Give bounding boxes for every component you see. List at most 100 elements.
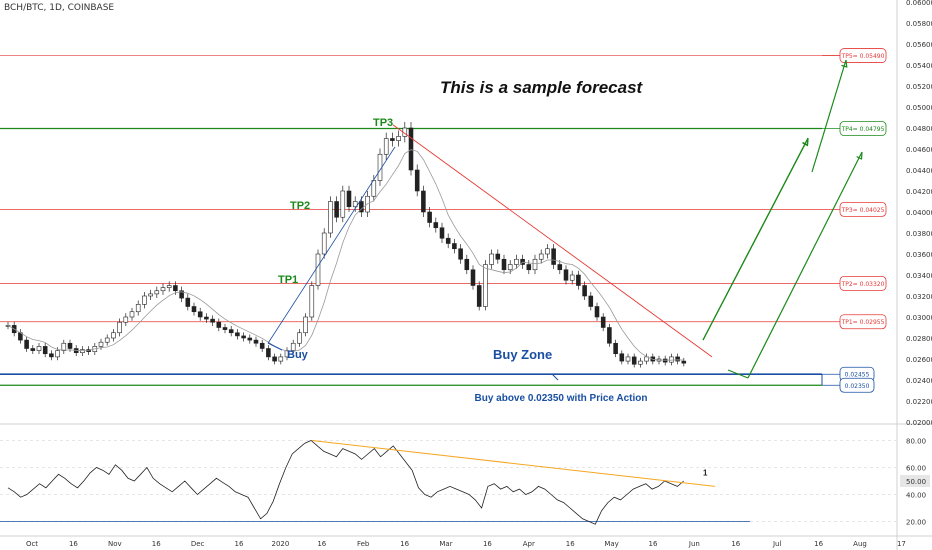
- candle: [49, 353, 54, 358]
- time-tick-label: Oct: [26, 540, 38, 548]
- candle: [551, 248, 556, 265]
- candle: [452, 243, 457, 250]
- candle: [235, 332, 240, 337]
- candle: [197, 311, 203, 318]
- candle: [173, 285, 178, 292]
- time-tick-label: Feb: [357, 540, 370, 548]
- candle: [272, 356, 277, 362]
- candle: [359, 201, 364, 213]
- rsi-line: [7, 440, 684, 525]
- candle: [613, 342, 618, 355]
- tp2-marker: TP2: [290, 200, 310, 212]
- level-label-box: [839, 275, 887, 291]
- candle: [179, 290, 184, 299]
- candle: [421, 190, 426, 213]
- tp3-marker: TP3: [373, 117, 393, 129]
- forecast-arrow-tp4b-head: [856, 151, 863, 160]
- candle: [154, 290, 160, 295]
- candle: [42, 346, 48, 355]
- candle: [607, 327, 612, 344]
- candle: [427, 211, 432, 223]
- candle: [576, 274, 581, 286]
- candle: [594, 306, 600, 318]
- candle: [142, 295, 147, 305]
- candle: [80, 349, 85, 353]
- rsi-tick-label: 60.00: [906, 465, 926, 473]
- candle: [166, 285, 172, 288]
- candle: [278, 356, 284, 362]
- candle: [495, 253, 501, 260]
- candle: [625, 356, 631, 362]
- candle: [675, 356, 680, 362]
- candle: [129, 311, 135, 318]
- time-tick-label: 16: [566, 540, 575, 548]
- candle: [483, 264, 488, 307]
- candle: [638, 360, 643, 365]
- candle: [204, 316, 209, 320]
- time-tick-label: 2020: [271, 540, 289, 548]
- time-tick-label: May: [604, 540, 618, 548]
- time-tick-label: 16: [69, 540, 78, 548]
- candle: [445, 237, 451, 244]
- rsi-tick-label: 20.00: [906, 519, 926, 527]
- candle: [433, 222, 439, 229]
- level-label: TP2= 0.03320: [841, 281, 885, 288]
- candle: [538, 253, 544, 260]
- candle: [55, 350, 60, 358]
- candle: [532, 258, 538, 271]
- candle: [619, 353, 625, 362]
- candle: [117, 321, 122, 334]
- candle: [135, 304, 141, 313]
- candle: [309, 285, 315, 318]
- candle: [352, 201, 358, 208]
- time-tick-label: Nov: [108, 540, 122, 548]
- candle: [681, 360, 687, 364]
- rsi-tick-label: 50.00: [906, 478, 926, 486]
- candle: [340, 190, 346, 218]
- candle: [470, 269, 476, 286]
- candle: [557, 264, 563, 271]
- chart-title: This is a sample forecast: [440, 78, 643, 97]
- forecast-arrow-tp4: [702, 137, 809, 341]
- candle: [290, 342, 296, 351]
- candle: [439, 227, 445, 239]
- candle: [545, 248, 550, 255]
- candle: [266, 348, 271, 358]
- candle: [241, 335, 246, 339]
- candle: [464, 258, 470, 271]
- buy-zone-arrow: [551, 373, 559, 381]
- candle: [148, 293, 153, 297]
- candle: [507, 264, 513, 271]
- level-label: 0.02455: [845, 372, 870, 379]
- candle: [253, 339, 259, 344]
- rsi-tick-label: 80.00: [906, 438, 926, 446]
- level-label-box: [839, 314, 887, 330]
- time-tick-label: 16: [400, 540, 409, 548]
- time-tick-label: Jul: [772, 540, 782, 548]
- time-tick-label: 16: [235, 540, 244, 548]
- candle: [383, 138, 389, 155]
- rsi-tick-label: 40.00: [906, 492, 926, 500]
- level-label: TP3= 0.04025: [841, 207, 885, 214]
- candle: [160, 287, 166, 292]
- candle: [501, 258, 507, 271]
- candle: [30, 348, 36, 351]
- level-label: TP1= 0.02955: [841, 319, 885, 326]
- time-tick-label: 16: [317, 540, 326, 548]
- candle: [390, 138, 395, 141]
- uptrend-line: [267, 146, 396, 344]
- candle: [631, 356, 637, 365]
